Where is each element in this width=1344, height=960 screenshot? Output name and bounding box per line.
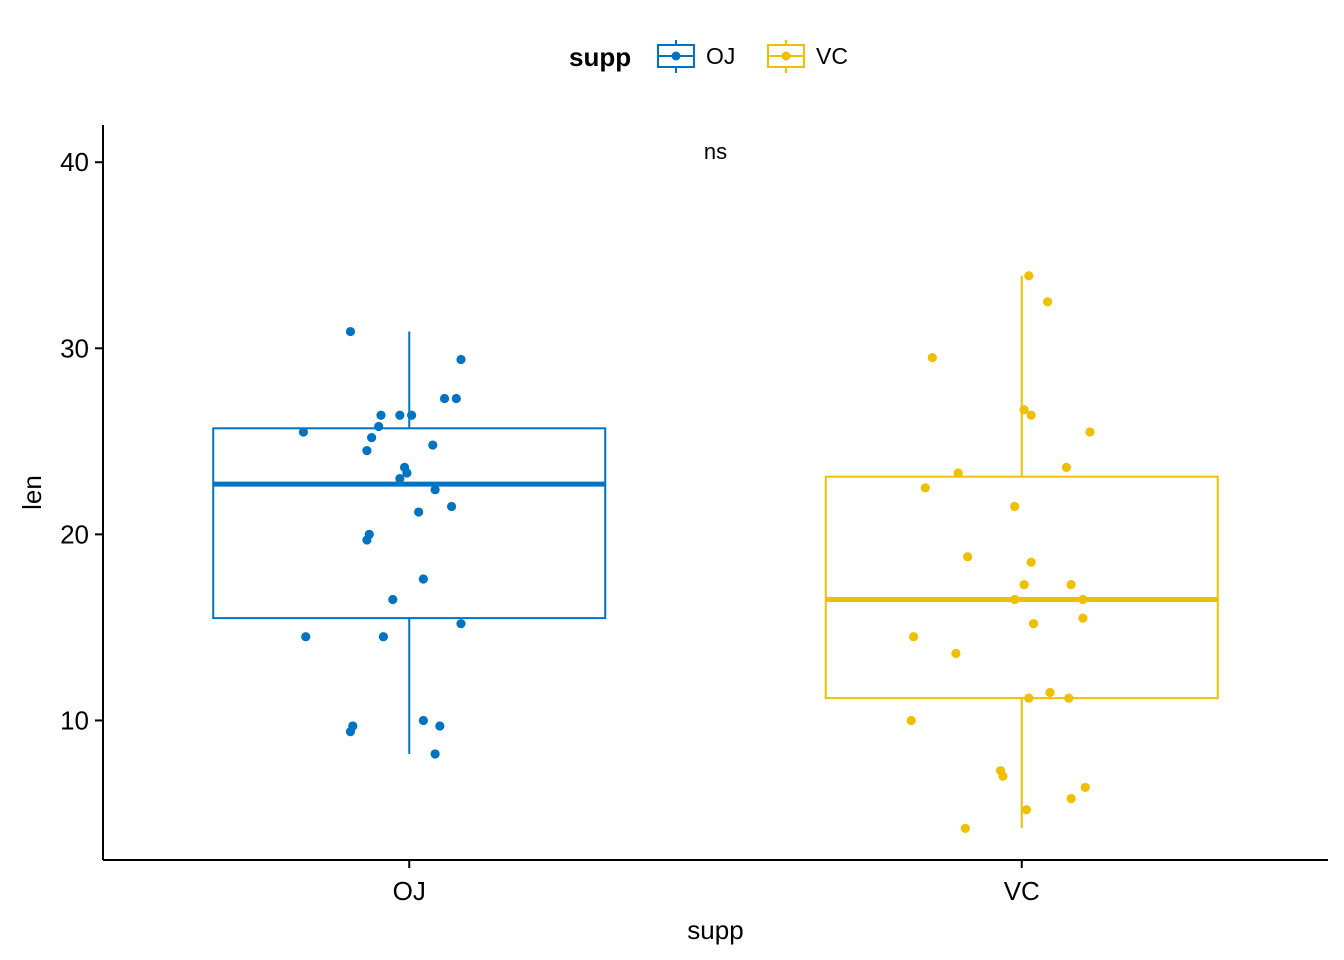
data-point (362, 446, 372, 456)
data-point (1080, 782, 1090, 793)
significance-label: ns (704, 139, 727, 164)
legend-key-point (671, 51, 681, 61)
y-tick-label: 10 (60, 705, 89, 735)
data-point (1064, 693, 1074, 703)
data-point (451, 393, 461, 404)
data-point (1066, 793, 1076, 804)
data-point (1010, 594, 1020, 605)
legend-entry-oj: OJ (657, 40, 735, 73)
y-axis-title: len (17, 475, 47, 510)
data-point (298, 427, 309, 437)
legend-key-point (781, 51, 791, 61)
data-point (1061, 462, 1072, 472)
x-tick-label: VC (1004, 876, 1040, 906)
legend-entry-vc: VC (767, 40, 848, 73)
data-point (407, 410, 417, 420)
plot-area: ns (212, 139, 1219, 833)
data-point (908, 632, 919, 642)
data-point (395, 410, 405, 420)
x-axis-title: supp (687, 915, 743, 945)
legend: supp OJ VC (569, 40, 848, 73)
legend-title: supp (569, 42, 631, 72)
data-point (1066, 580, 1076, 590)
data-point (953, 468, 963, 478)
data-point (1024, 693, 1034, 703)
data-point (1078, 594, 1088, 605)
data-point (456, 354, 466, 365)
y-tick-label: 30 (60, 333, 89, 363)
data-point (374, 421, 384, 432)
x-tick-label: OJ (393, 876, 426, 906)
data-point (1078, 613, 1088, 623)
legend-label: OJ (706, 43, 735, 69)
data-point (960, 823, 970, 833)
box-iqr (212, 427, 607, 620)
data-point (1010, 501, 1020, 512)
data-point (1045, 687, 1055, 698)
data-point (345, 326, 356, 337)
data-point (995, 766, 1006, 776)
data-point (1028, 619, 1039, 629)
data-point (399, 462, 410, 472)
data-point (430, 485, 440, 495)
data-point (1026, 410, 1036, 420)
data-point (395, 473, 405, 484)
data-point (367, 433, 377, 443)
data-point (951, 648, 961, 659)
data-point (963, 552, 973, 562)
data-point (301, 632, 311, 642)
legend-label: VC (816, 43, 848, 69)
data-point (456, 619, 466, 629)
axes: 10 20 30 40 OJ VC supp len (17, 125, 1328, 945)
y-tick-label: 20 (60, 519, 89, 549)
data-point (1021, 805, 1032, 815)
data-point (378, 632, 388, 642)
data-point (376, 410, 386, 420)
data-point (446, 501, 457, 512)
box-group-vc (824, 271, 1219, 833)
data-point (348, 721, 358, 731)
data-point (418, 574, 428, 584)
data-point (906, 715, 916, 726)
data-point (1085, 427, 1095, 437)
data-point (1019, 580, 1029, 590)
data-point (364, 529, 374, 539)
y-tick-label: 40 (60, 147, 89, 177)
data-point (430, 749, 440, 759)
data-point (927, 352, 937, 363)
data-point (435, 721, 445, 731)
data-point (418, 715, 428, 726)
data-point (1024, 271, 1034, 281)
data-point (388, 594, 398, 605)
box-group-oj (212, 326, 607, 759)
data-point (414, 507, 424, 517)
data-point (1019, 405, 1029, 415)
data-point (920, 483, 930, 493)
data-point (1026, 557, 1036, 567)
data-point (1043, 297, 1053, 307)
data-point (439, 393, 450, 404)
data-point (428, 440, 438, 450)
